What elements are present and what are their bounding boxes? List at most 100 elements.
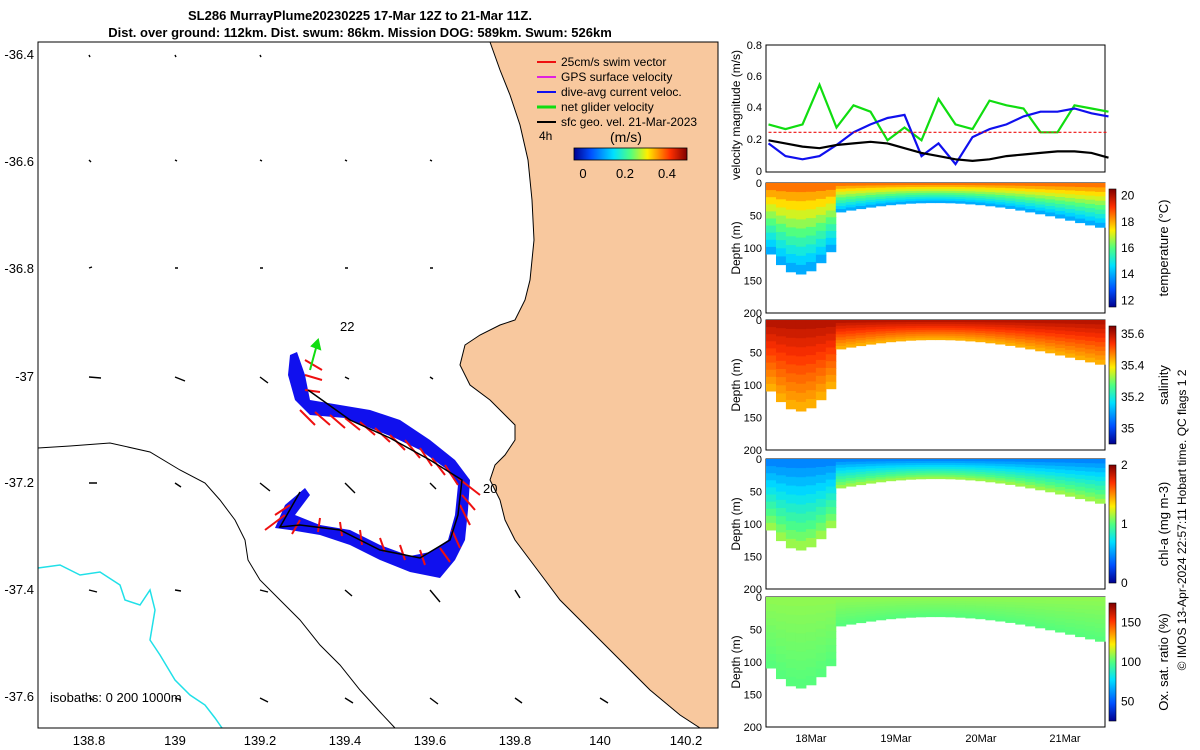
colorbar-tick: 35.4 (1121, 358, 1145, 372)
section-cell (885, 322, 897, 325)
section-cell (1005, 599, 1016, 603)
section-cell (776, 256, 787, 266)
section-cell (985, 338, 996, 341)
section-cell (1055, 611, 1066, 615)
section-cell (995, 459, 1006, 462)
velocity-series (767, 81, 1109, 166)
section-cell (925, 323, 936, 327)
section-cell (915, 474, 927, 478)
section-cell (915, 190, 927, 194)
section-cell (795, 320, 807, 330)
time-tick: 21Mar (1049, 733, 1081, 745)
section-cell (875, 475, 887, 478)
section-cell (1015, 336, 1026, 340)
section-cell (965, 607, 976, 610)
section-cell (766, 494, 777, 503)
section-cell (1055, 204, 1066, 208)
section-cell (785, 503, 797, 513)
section-cell (766, 632, 777, 641)
section-cell (835, 599, 847, 604)
section-cell (895, 185, 907, 188)
section-cell (1015, 199, 1026, 203)
section-cell (795, 264, 807, 275)
section-cell (945, 466, 956, 470)
section-cell (785, 320, 797, 330)
section-cell (925, 474, 936, 478)
section-cell (935, 331, 946, 335)
section-cell (875, 461, 887, 465)
section-cell (1095, 351, 1106, 356)
section-cell (1075, 478, 1086, 484)
section-cell (1075, 597, 1086, 602)
section-cell (855, 466, 867, 470)
section-cell (985, 331, 996, 335)
section-cell (1055, 341, 1066, 345)
section-cell (1035, 597, 1046, 601)
section-cell (1085, 320, 1096, 325)
section-cell (1055, 211, 1066, 215)
section-cell (935, 327, 946, 331)
section-cell (845, 597, 857, 601)
section-cell (855, 469, 867, 473)
section-cell (955, 613, 966, 616)
section-cell (855, 322, 867, 326)
section-cell (875, 183, 887, 186)
section-cell (776, 385, 787, 394)
section-cell (885, 478, 897, 482)
section-cell (885, 472, 897, 475)
section-cell (865, 604, 877, 608)
depth-label: Depth (m) (729, 635, 743, 688)
lon-tick: 138.8 (73, 733, 106, 748)
section-cell (955, 185, 966, 188)
section-cell (1055, 462, 1066, 467)
section-cell (1095, 636, 1106, 642)
section-cell (1025, 334, 1036, 338)
section-cell (995, 332, 1006, 335)
section-cell (1005, 340, 1016, 344)
section-cell (1005, 185, 1016, 189)
section-cell (825, 486, 837, 494)
section-cell (1045, 616, 1056, 621)
section-cell (1005, 335, 1016, 339)
section-cell (825, 374, 837, 383)
section-cell (985, 610, 996, 614)
section-cell (805, 640, 817, 651)
section-cell (1095, 614, 1106, 620)
section-cell (895, 322, 907, 325)
section-cell (995, 190, 1006, 194)
section-cell (855, 185, 867, 189)
section-cell (766, 625, 777, 633)
depth-tick: 0 (756, 592, 762, 604)
lat-tick: -36.6 (4, 154, 34, 169)
section-cell (1065, 477, 1076, 482)
section-cell (995, 616, 1006, 620)
section-cell (815, 246, 827, 256)
section-cell (855, 327, 867, 331)
lat-tick: -36.4 (4, 47, 34, 62)
section-cell (785, 373, 797, 383)
section-cell (1005, 471, 1016, 475)
section-cell (965, 609, 976, 613)
section-cell (935, 337, 946, 341)
section-cell (766, 341, 777, 349)
section-cell (875, 189, 887, 193)
section-cell (895, 338, 907, 342)
section-cell (845, 199, 857, 203)
section-cell (945, 468, 956, 472)
section-cell (1005, 327, 1016, 331)
section-cell (1055, 604, 1066, 608)
section-cell (955, 605, 966, 608)
section-cell (895, 611, 907, 615)
section-cell (855, 464, 867, 468)
section-cell (1075, 601, 1086, 606)
section-cell (975, 474, 986, 477)
section-cell (1055, 190, 1066, 194)
section-cell (1095, 196, 1106, 202)
legend-item-sfc-geo: sfc geo. vel. 21-Mar-2023 (537, 115, 697, 129)
section-cell (1015, 183, 1026, 187)
section-cell (1075, 463, 1086, 468)
section-cell (925, 602, 936, 606)
section-cell (995, 609, 1006, 612)
section-cell (1015, 202, 1026, 206)
section-cell (935, 196, 946, 200)
